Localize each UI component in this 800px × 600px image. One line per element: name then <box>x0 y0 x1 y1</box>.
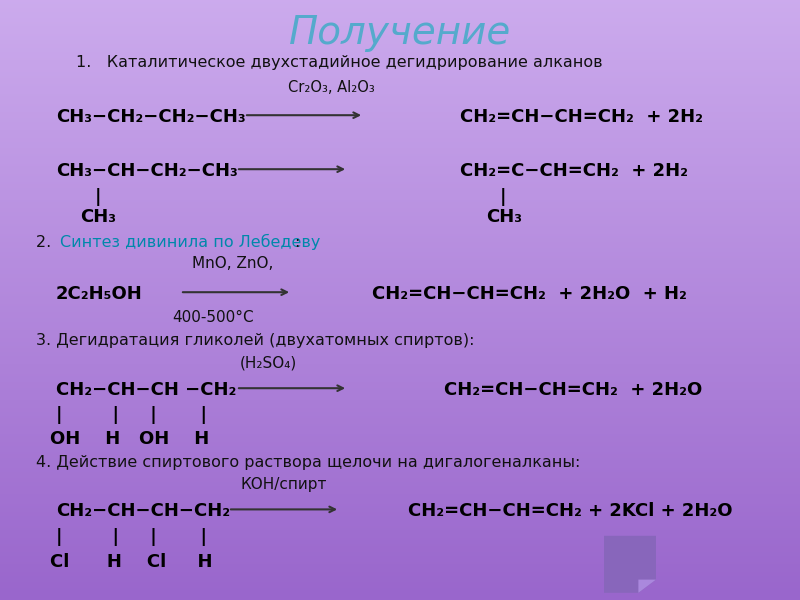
Text: |        |     |       |: | | | | <box>56 528 207 546</box>
Text: CH₃: CH₃ <box>80 208 116 226</box>
Text: :: : <box>294 235 300 250</box>
Text: CH₂=CH−CH=CH₂ + 2KCl + 2H₂O: CH₂=CH−CH=CH₂ + 2KCl + 2H₂O <box>408 502 733 520</box>
Text: (H₂SO₄): (H₂SO₄) <box>240 355 298 370</box>
Text: 1.   Каталитическое двухстадийное дегидрирование алканов: 1. Каталитическое двухстадийное дегидрир… <box>76 55 602 70</box>
Text: MnO, ZnO,: MnO, ZnO, <box>192 256 274 271</box>
Text: 2C₂H₅OH: 2C₂H₅OH <box>56 285 142 303</box>
Polygon shape <box>604 536 656 593</box>
Text: 400-500°C: 400-500°C <box>172 311 254 325</box>
Text: |: | <box>500 188 506 206</box>
Text: |: | <box>94 188 101 206</box>
Text: CH₂−CH−CH −CH₂: CH₂−CH−CH −CH₂ <box>56 381 236 399</box>
Polygon shape <box>638 580 656 593</box>
Text: |        |     |       |: | | | | <box>56 406 207 424</box>
Text: 2.: 2. <box>36 235 56 250</box>
Text: CH₃: CH₃ <box>486 208 522 226</box>
Text: 4. Действие спиртового раствора щелочи на дигалогеналканы:: 4. Действие спиртового раствора щелочи н… <box>36 455 580 469</box>
Text: Получение: Получение <box>289 14 511 52</box>
Text: CH₂=CH−CH=CH₂  + 2H₂O  + H₂: CH₂=CH−CH=CH₂ + 2H₂O + H₂ <box>372 285 687 303</box>
Text: CH₂=CH−CH=CH₂  + 2H₂O: CH₂=CH−CH=CH₂ + 2H₂O <box>444 381 702 399</box>
Text: CH₂−CH−CH−CH₂: CH₂−CH−CH−CH₂ <box>56 502 230 520</box>
Text: CH₂=C−CH=CH₂  + 2H₂: CH₂=C−CH=CH₂ + 2H₂ <box>460 162 688 180</box>
Text: OH    H   OH    H: OH H OH H <box>50 430 210 448</box>
Text: CH₃−CH₂−CH₂−CH₃: CH₃−CH₂−CH₂−CH₃ <box>56 108 246 126</box>
Text: Синтез дивинила по Лебедеву: Синтез дивинила по Лебедеву <box>60 235 320 250</box>
Text: Cr₂O₃, Al₂O₃: Cr₂O₃, Al₂O₃ <box>288 79 374 94</box>
Text: 3. Дегидратация гликолей (двухатомных спиртов):: 3. Дегидратация гликолей (двухатомных сп… <box>36 334 474 348</box>
Text: Cl      H    Cl     H: Cl H Cl H <box>50 553 213 571</box>
Text: КОН/спирт: КОН/спирт <box>240 476 326 492</box>
Text: CH₂=CH−CH=CH₂  + 2H₂: CH₂=CH−CH=CH₂ + 2H₂ <box>460 108 703 126</box>
Text: CH₃−CH−CH₂−CH₃: CH₃−CH−CH₂−CH₃ <box>56 162 238 180</box>
